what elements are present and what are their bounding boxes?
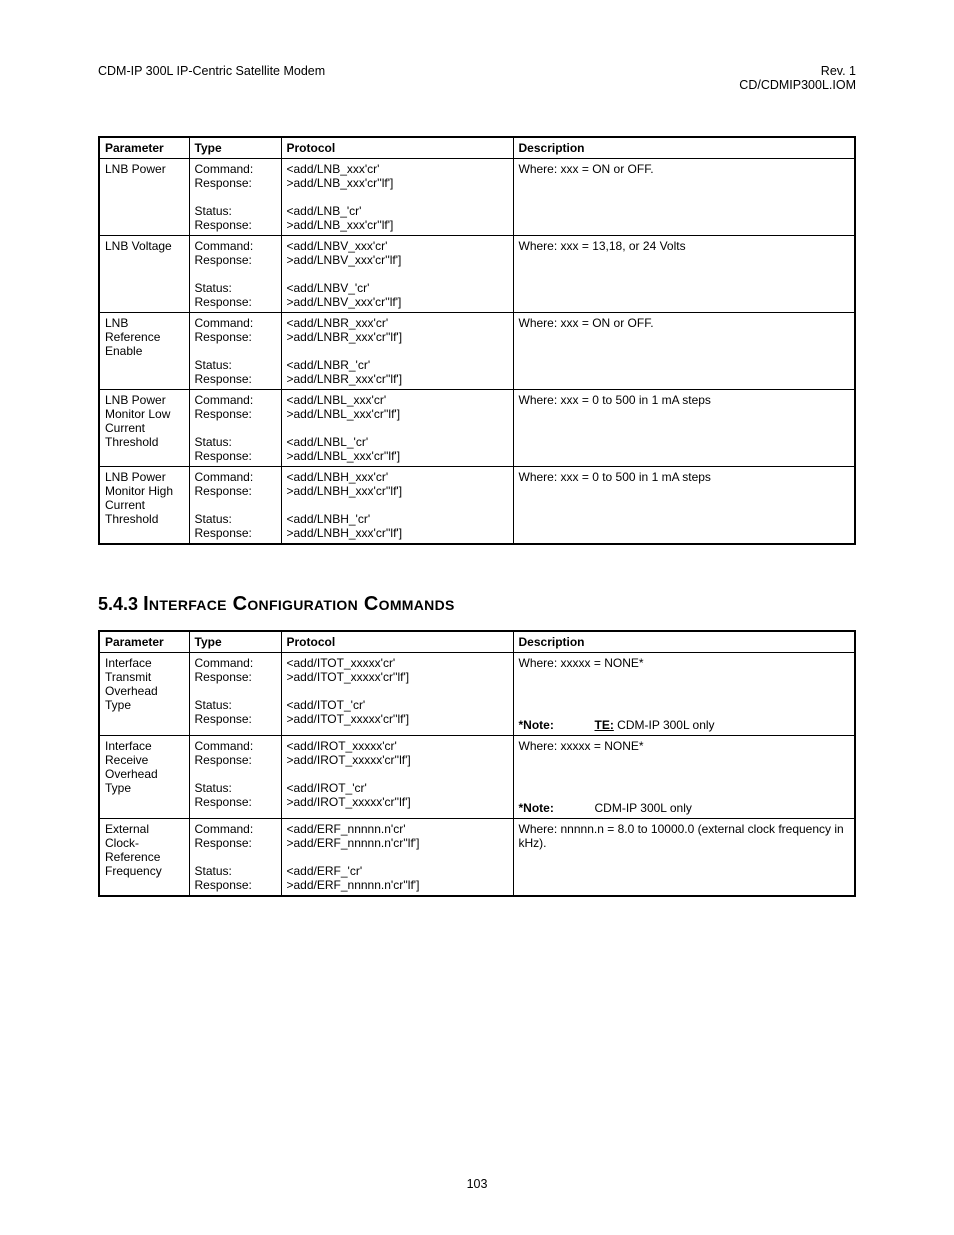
col-type: Type: [189, 631, 281, 653]
cell-protocol: <add/LNBL_xxx'cr'>add/LNBL_xxx'cr''lf']<…: [281, 390, 513, 467]
cell-parameter: Interface Transmit Overhead Type: [99, 653, 189, 736]
cell-type: Command:Response:Status:Response:: [189, 159, 281, 236]
table-row: LNB Power Monitor High Current Threshold…: [99, 467, 855, 545]
header-right: Rev. 1 CD/CDMIP300L.IOM: [739, 64, 856, 92]
table-row: LNB VoltageCommand:Response:Status:Respo…: [99, 236, 855, 313]
col-parameter: Parameter: [99, 137, 189, 159]
page-header: CDM-IP 300L IP-Centric Satellite Modem R…: [98, 64, 856, 92]
cell-type: Command:Response:Status:Response:: [189, 819, 281, 897]
cell-protocol: <add/LNBR_xxx'cr'>add/LNBR_xxx'cr''lf']<…: [281, 313, 513, 390]
table-row: External Clock-Reference FrequencyComman…: [99, 819, 855, 897]
cell-protocol: <add/LNBH_xxx'cr'>add/LNBH_xxx'cr''lf']<…: [281, 467, 513, 545]
cell-description: Where: xxx = 13,18, or 24 Volts: [513, 236, 855, 313]
col-type: Type: [189, 137, 281, 159]
page-number: 103: [0, 1177, 954, 1191]
cell-type: Command:Response:Status:Response:: [189, 236, 281, 313]
cell-parameter: External Clock-Reference Frequency: [99, 819, 189, 897]
table-interface-commands: Parameter Type Protocol Description Inte…: [98, 630, 856, 897]
col-protocol: Protocol: [281, 137, 513, 159]
cell-description: Where: xxx = 0 to 500 in 1 mA steps: [513, 467, 855, 545]
cell-parameter: LNB Reference Enable: [99, 313, 189, 390]
cell-description: Where: nnnnn.n = 8.0 to 10000.0 (externa…: [513, 819, 855, 897]
cell-type: Command:Response:Status:Response:: [189, 653, 281, 736]
table-row: LNB Reference EnableCommand:Response:Sta…: [99, 313, 855, 390]
page: CDM-IP 300L IP-Centric Satellite Modem R…: [0, 0, 954, 1235]
table-header-row: Parameter Type Protocol Description: [99, 137, 855, 159]
table-row: LNB PowerCommand:Response:Status:Respons…: [99, 159, 855, 236]
cell-type: Command:Response:Status:Response:: [189, 467, 281, 545]
col-parameter: Parameter: [99, 631, 189, 653]
col-description: Description: [513, 631, 855, 653]
cell-description: Where: xxx = 0 to 500 in 1 mA steps: [513, 390, 855, 467]
col-protocol: Protocol: [281, 631, 513, 653]
section-title: 5.4.3 Interface Configuration Commands: [98, 593, 856, 616]
cell-protocol: <add/ITOT_xxxxx'cr'>add/ITOT_xxxxx'cr''l…: [281, 653, 513, 736]
cell-parameter: LNB Power Monitor High Current Threshold: [99, 467, 189, 545]
cell-type: Command:Response:Status:Response:: [189, 390, 281, 467]
section-heading: Interface Configuration Commands: [143, 593, 455, 615]
cell-description: Where: xxx = ON or OFF.: [513, 159, 855, 236]
table-row: Interface Transmit Overhead TypeCommand:…: [99, 653, 855, 736]
header-doc: CD/CDMIP300L.IOM: [739, 78, 856, 92]
cell-type: Command:Response:Status:Response:: [189, 736, 281, 819]
section-number: 5.4.3: [98, 594, 138, 614]
cell-description: Where: xxxxx = NONE**Note:CDM-IP 300L on…: [513, 736, 855, 819]
table-row: Interface Receive Overhead TypeCommand:R…: [99, 736, 855, 819]
cell-protocol: <add/LNB_xxx'cr'>add/LNB_xxx'cr''lf']<ad…: [281, 159, 513, 236]
cell-protocol: <add/IROT_xxxxx'cr'>add/IROT_xxxxx'cr''l…: [281, 736, 513, 819]
table-row: LNB Power Monitor Low Current ThresholdC…: [99, 390, 855, 467]
cell-parameter: LNB Power Monitor Low Current Threshold: [99, 390, 189, 467]
cell-parameter: LNB Voltage: [99, 236, 189, 313]
table-lnb-commands: Parameter Type Protocol Description LNB …: [98, 136, 856, 545]
table-header-row: Parameter Type Protocol Description: [99, 631, 855, 653]
cell-description: Where: xxx = ON or OFF.: [513, 313, 855, 390]
header-rev: Rev. 1: [739, 64, 856, 78]
cell-parameter: LNB Power: [99, 159, 189, 236]
cell-parameter: Interface Receive Overhead Type: [99, 736, 189, 819]
cell-description: Where: xxxxx = NONE**Note:TE: CDM-IP 300…: [513, 653, 855, 736]
cell-protocol: <add/LNBV_xxx'cr'>add/LNBV_xxx'cr''lf']<…: [281, 236, 513, 313]
header-left: CDM-IP 300L IP-Centric Satellite Modem: [98, 64, 325, 92]
cell-type: Command:Response:Status:Response:: [189, 313, 281, 390]
cell-protocol: <add/ERF_nnnnn.n'cr'>add/ERF_nnnnn.n'cr'…: [281, 819, 513, 897]
col-description: Description: [513, 137, 855, 159]
